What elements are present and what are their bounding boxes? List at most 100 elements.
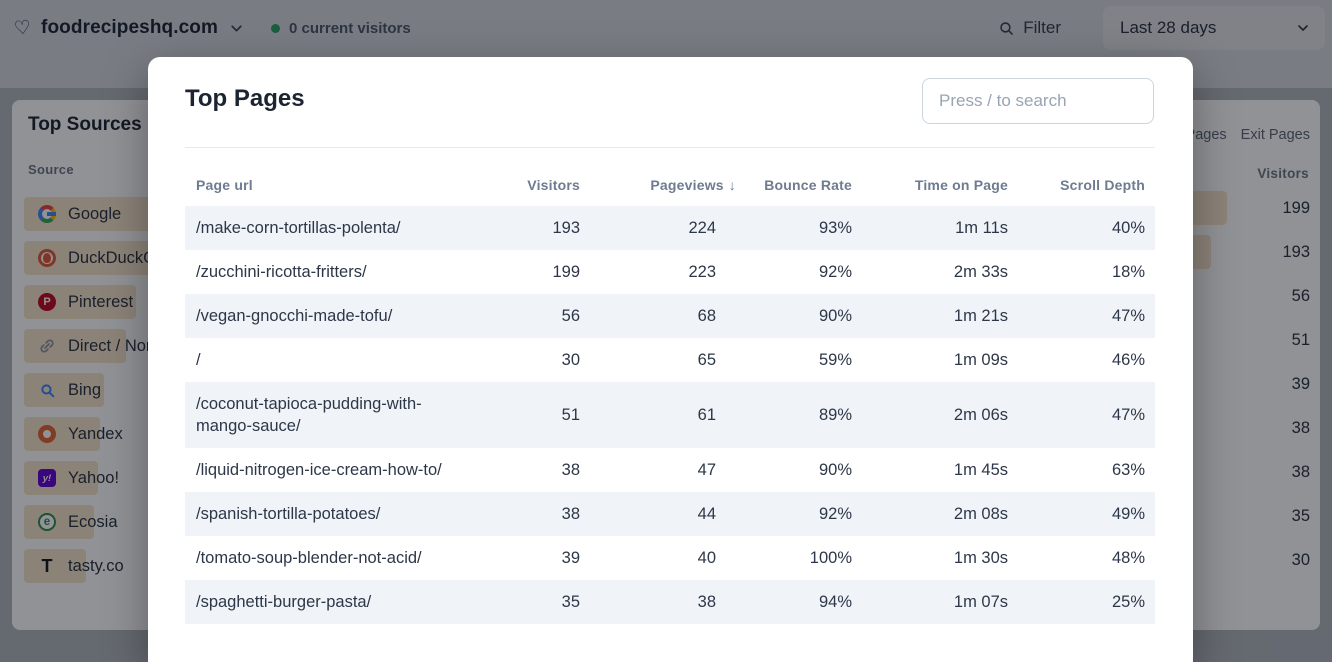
table-row[interactable]: /coconut-tapioca-pudding-with-mango-sauc… <box>185 382 1155 448</box>
pages-table-body: /make-corn-tortillas-polenta/ 193 224 93… <box>185 206 1155 624</box>
source-bar <box>24 329 126 363</box>
pageviews-cell: 68 <box>697 306 716 325</box>
pageviews-cell: 40 <box>697 548 716 567</box>
header-scroll-depth[interactable]: Scroll Depth <box>1060 177 1145 193</box>
source-name: Direct / None <box>68 336 165 355</box>
current-visitors-badge[interactable]: 0 current visitors <box>271 20 411 37</box>
sources-card-title: Top Sources <box>28 114 142 135</box>
time-on-page-cell: 2m 08s <box>953 504 1008 523</box>
source-row[interactable]: y! Yahoo! <box>24 456 638 500</box>
site-name: foodrecipeshq.com <box>41 17 218 38</box>
scroll-depth-cell: 47% <box>1111 405 1145 424</box>
scroll-depth-cell: 46% <box>1111 350 1145 369</box>
search-icon <box>998 20 1015 37</box>
time-on-page-cell: 2m 33s <box>953 262 1008 281</box>
visitors-value: 39 <box>1291 374 1310 393</box>
source-row[interactable]: Yandex <box>24 412 638 456</box>
current-visitors-label: 0 current visitors <box>289 19 411 37</box>
yandex-favicon-icon <box>38 425 56 443</box>
source-name: Yahoo! <box>68 468 120 487</box>
source-row[interactable]: Bing <box>24 368 638 412</box>
page-url-cell[interactable]: /make-corn-tortillas-polenta/ <box>196 219 401 237</box>
visitors-value: 38 <box>1291 462 1310 481</box>
scroll-depth-cell: 49% <box>1111 504 1145 523</box>
chevron-down-icon <box>1295 20 1311 36</box>
pageviews-cell: 47 <box>697 460 716 479</box>
time-on-page-cell: 1m 21s <box>953 306 1008 325</box>
google-favicon-icon <box>38 205 56 223</box>
bing-favicon-icon <box>38 381 56 399</box>
pageviews-cell: 61 <box>697 405 716 424</box>
visitors-value: 38 <box>1291 418 1310 437</box>
pinterest-favicon-icon: P <box>38 293 56 311</box>
visitors-cell: 35 <box>561 592 580 611</box>
header-page-url[interactable]: Page url <box>196 177 253 193</box>
scroll-depth-cell: 40% <box>1111 218 1145 237</box>
header-visitors[interactable]: Visitors <box>527 177 580 193</box>
duckduckgo-favicon-icon <box>38 249 56 267</box>
visitors-cell: 30 <box>561 350 580 369</box>
time-on-page-cell: 1m 45s <box>953 460 1008 479</box>
source-bar <box>24 417 100 451</box>
sort-desc-icon: ↓ <box>728 177 736 193</box>
page-url-cell[interactable]: /vegan-gnocchi-made-tofu/ <box>196 307 393 325</box>
date-range-dropdown[interactable]: Last 28 days <box>1103 6 1325 50</box>
source-bar <box>24 549 86 583</box>
page-url-cell[interactable]: /spanish-tortilla-potatoes/ <box>196 505 381 523</box>
page-url-cell[interactable]: /tomato-soup-blender-not-acid/ <box>196 549 422 567</box>
scroll-depth-cell: 18% <box>1111 262 1145 281</box>
filter-button[interactable]: Filter <box>998 18 1061 38</box>
table-row[interactable]: /tomato-soup-blender-not-acid/ 39 40 100… <box>185 536 1155 580</box>
visitors-value: 193 <box>1282 242 1310 261</box>
source-name: Google <box>68 204 122 223</box>
bounce-rate-cell: 89% <box>818 405 852 424</box>
top-pages-modal: Top Pages Page url Visitors Pageviews↓ B… <box>148 57 1193 662</box>
scroll-depth-cell: 25% <box>1111 592 1145 611</box>
pageviews-cell: 223 <box>688 262 716 281</box>
table-row[interactable]: /spanish-tortilla-potatoes/ 38 44 92% 2m… <box>185 492 1155 536</box>
source-name: tasty.co <box>68 556 124 575</box>
page-url-cell[interactable]: /liquid-nitrogen-ice-cream-how-to/ <box>196 461 442 479</box>
time-on-page-cell: 2m 06s <box>953 405 1008 424</box>
source-row[interactable]: T tasty.co <box>24 544 638 588</box>
source-row[interactable]: Direct / None <box>24 324 638 368</box>
source-name: Bing <box>68 380 102 399</box>
site-switcher[interactable]: ♡ foodrecipeshq.com <box>13 17 245 39</box>
chevron-down-icon <box>228 20 245 37</box>
pageviews-cell: 38 <box>697 592 716 611</box>
page-url-cell[interactable]: /spaghetti-burger-pasta/ <box>196 593 372 611</box>
search-input[interactable] <box>922 78 1154 124</box>
table-row[interactable]: /spaghetti-burger-pasta/ 35 38 94% 1m 07… <box>185 580 1155 624</box>
pages-table-header: Page url Visitors Pageviews ↓ Bounce Rate… <box>185 148 1155 206</box>
header-bounce-rate[interactable]: Bounce Rate <box>764 177 852 193</box>
visitors-value: 30 <box>1291 550 1310 569</box>
source-bar <box>24 373 104 407</box>
bounce-rate-cell: 90% <box>818 460 852 479</box>
page-url-cell[interactable]: /zucchini-ricotta-fritters/ <box>196 263 367 281</box>
visitors-column-label: Visitors <box>1257 166 1309 181</box>
page-url-cell[interactable]: / <box>196 351 201 369</box>
source-name: Yandex <box>68 424 123 443</box>
time-on-page-cell: 1m 30s <box>953 548 1008 567</box>
pageviews-cell: 65 <box>697 350 716 369</box>
top-bar: ♡ foodrecipeshq.com 0 current visitors F… <box>0 0 1332 56</box>
table-row[interactable]: /make-corn-tortillas-polenta/ 193 224 93… <box>185 206 1155 250</box>
visitors-cell: 193 <box>552 218 580 237</box>
visitors-value: 199 <box>1282 198 1310 217</box>
visitors-value: 35 <box>1291 506 1310 525</box>
table-row[interactable]: /zucchini-ricotta-fritters/ 199 223 92% … <box>185 250 1155 294</box>
header-pageviews[interactable]: Pageviews ↓ <box>650 177 736 193</box>
table-row[interactable]: / 30 65 59% 1m 09s 46% <box>185 338 1155 382</box>
header-time-on-page[interactable]: Time on Page <box>914 177 1008 193</box>
source-row[interactable]: P Pinterest <box>24 280 638 324</box>
bounce-rate-cell: 90% <box>818 306 852 325</box>
source-row[interactable]: e Ecosia <box>24 500 638 544</box>
tab-exit-pages[interactable]: Exit Pages <box>1240 127 1310 143</box>
table-row[interactable]: /liquid-nitrogen-ice-cream-how-to/ 38 47… <box>185 448 1155 492</box>
visitors-cell: 56 <box>561 306 580 325</box>
visitors-cell: 38 <box>561 504 580 523</box>
table-row[interactable]: /vegan-gnocchi-made-tofu/ 56 68 90% 1m 2… <box>185 294 1155 338</box>
visitors-cell: 51 <box>561 405 580 424</box>
page-url-cell[interactable]: /coconut-tapioca-pudding-with-mango-sauc… <box>196 395 422 435</box>
